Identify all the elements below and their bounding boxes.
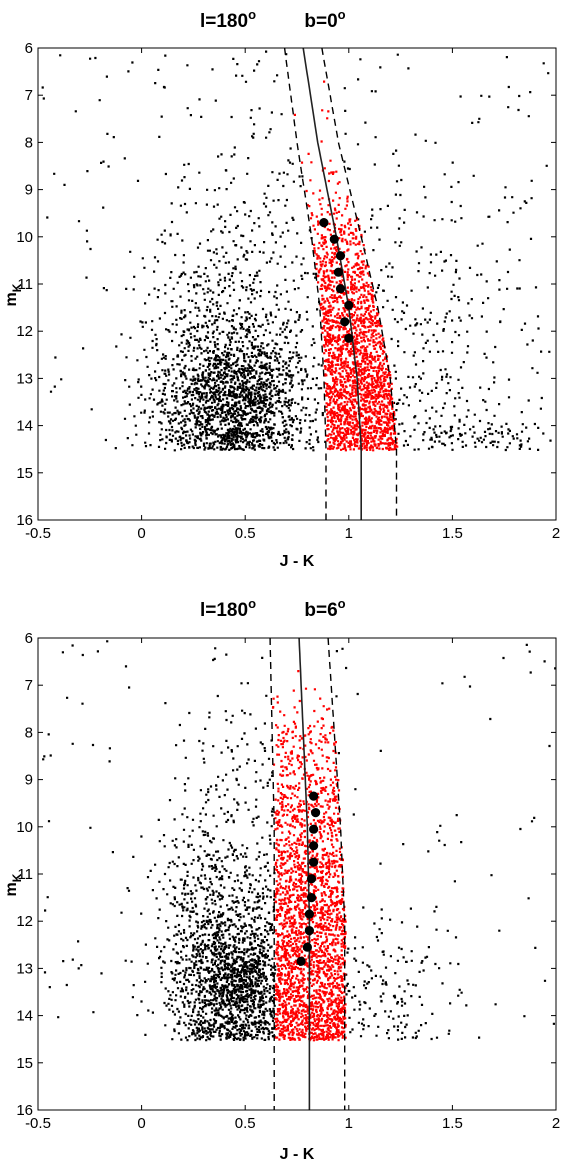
center-line: [298, 638, 311, 1110]
y-axis-label: mK: [3, 283, 24, 306]
x-tick-label: 0: [137, 1115, 145, 1132]
measured-point: [319, 218, 329, 228]
measured-point: [306, 874, 317, 884]
chart-title-b: b=6o: [304, 596, 345, 621]
y-tick-label: 12: [16, 913, 33, 930]
y-tick-label: 10: [16, 229, 33, 246]
x-tick-label: 0.5: [235, 1115, 256, 1132]
y-tick-label: 16: [16, 512, 33, 529]
axis-ticks: -0.5 0 0.5 1 1.5 2 6 7 8 9 10 11 12 13 14 15 16: [16, 40, 560, 542]
x-tick-label: 0.5: [235, 525, 256, 542]
x-tick-label: 1.5: [442, 1115, 463, 1132]
y-tick-label: 9: [25, 772, 33, 789]
measured-point: [344, 300, 354, 310]
y-tick-label: 15: [16, 465, 33, 482]
measured-point: [329, 234, 339, 244]
y-tick-label: 13: [16, 960, 33, 977]
cmd-chart-b0: l=180o b=0o -0.5 0 0.5 1 1.5 2 6 7 8 9 10 11 12 13 14 1…: [3, 7, 560, 570]
x-tick-label: 1.5: [442, 525, 463, 542]
cmd-chart-b6: l=180o b=6o -0.5 0 0.5 1 1.5 2 6 7 8 9 10 11 12 13 14 1…: [3, 596, 560, 1163]
measured-point: [309, 824, 319, 834]
plot-contents: [41, 48, 552, 520]
y-tick-label: 9: [25, 182, 33, 199]
measured-point: [335, 251, 346, 261]
y-tick-label: 6: [25, 630, 33, 647]
y-tick-label: 8: [25, 134, 33, 151]
x-axis-label: J - K: [280, 553, 315, 570]
measured-point: [304, 926, 314, 936]
y-tick-label: 14: [16, 1008, 33, 1025]
y-tick-label: 11: [17, 276, 33, 293]
y-tick-label: 13: [16, 370, 33, 387]
chart-title-l: l=180o: [200, 596, 256, 621]
measured-point: [309, 791, 319, 801]
cmd-panel-b6: l=180o b=6o -0.5 0 0.5 1 1.5 2 6 7 8 9 10 11 12 13 14 1…: [0, 583, 570, 1166]
axis-ticks: -0.5 0 0.5 1 1.5 2 6 7 8 9 10 11 12 13 14 15 16: [16, 630, 560, 1132]
y-tick-label: 16: [16, 1102, 33, 1119]
x-tick-label: 1: [345, 525, 353, 542]
selected-stars: [293, 80, 399, 452]
y-axis-label: mK: [3, 873, 24, 896]
y-tick-label: 11: [17, 866, 33, 883]
plot-area: [38, 638, 556, 1110]
band-edge-left: [269, 638, 275, 1110]
measured-point: [311, 808, 321, 818]
plot-contents: [42, 638, 556, 1110]
x-tick-label: -0.5: [25, 525, 51, 542]
x-axis-label: J - K: [280, 1146, 315, 1163]
chart-title-l: l=180o: [200, 7, 256, 32]
x-tick-label: 0: [137, 525, 145, 542]
x-tick-label: 2: [552, 1115, 560, 1132]
x-tick-label: -0.5: [25, 1115, 51, 1132]
measured-point: [340, 317, 350, 327]
measured-point: [304, 909, 314, 919]
x-tick-label: 2: [552, 525, 560, 542]
y-tick-label: 6: [25, 40, 33, 57]
measured-point: [302, 942, 312, 952]
y-tick-label: 10: [16, 819, 33, 836]
y-tick-label: 8: [25, 724, 33, 741]
measured-point: [333, 267, 343, 277]
y-tick-label: 14: [16, 418, 33, 435]
measured-point: [335, 284, 346, 294]
band-edge-right: [321, 48, 398, 520]
measured-point: [309, 841, 319, 851]
y-tick-label: 15: [16, 1055, 33, 1072]
measured-point: [309, 857, 319, 867]
y-tick-label: 7: [25, 87, 33, 104]
x-tick-label: 1: [345, 1115, 353, 1132]
cmd-panel-b0: l=180o b=0o -0.5 0 0.5 1 1.5 2 6 7 8 9 10 11 12 13 14 1…: [3, 7, 560, 570]
chart-title-b: b=0o: [304, 7, 345, 32]
measured-point: [344, 333, 354, 343]
plot-area: [38, 48, 556, 520]
band-edge-right: [327, 638, 346, 1110]
center-line: [302, 48, 362, 520]
measured-point: [296, 956, 306, 966]
y-tick-label: 12: [16, 323, 33, 340]
selected-stars: [271, 670, 347, 1042]
measured-point: [306, 893, 317, 903]
y-tick-label: 7: [25, 677, 33, 694]
